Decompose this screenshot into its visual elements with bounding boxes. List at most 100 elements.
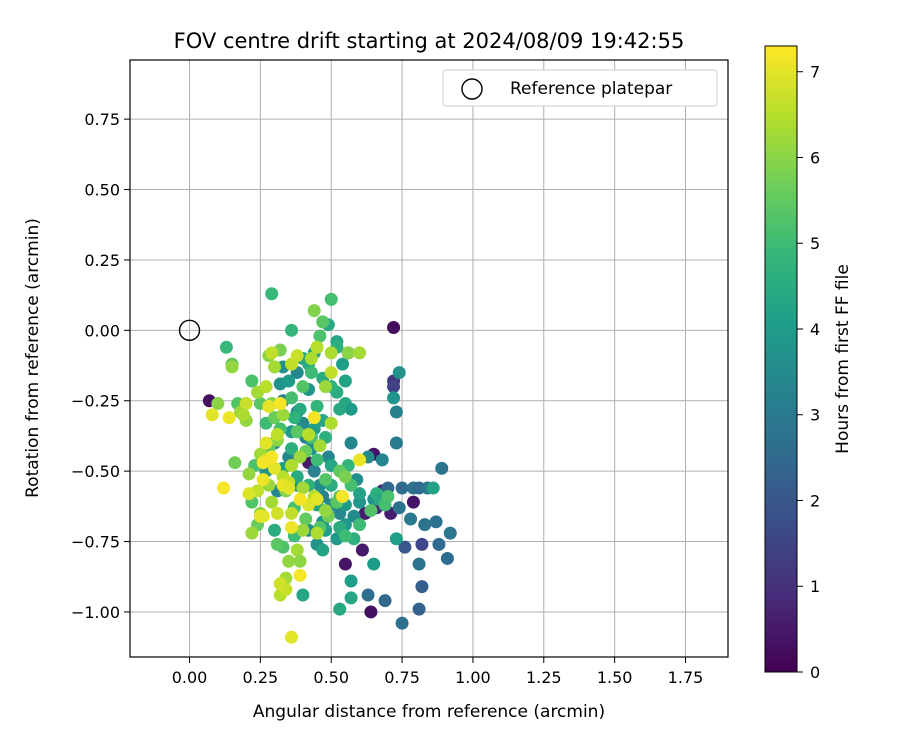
- legend-entry-label: Reference platepar: [510, 79, 672, 99]
- scatter-point: [296, 380, 310, 394]
- scatter-point: [273, 397, 287, 411]
- scatter-point: [256, 473, 270, 487]
- x-tick-label: 1.50: [597, 668, 633, 687]
- scatter-point: [307, 411, 321, 425]
- scatter-point: [299, 512, 313, 526]
- scatter-point: [268, 360, 282, 374]
- scatter-point: [316, 315, 330, 329]
- scatter-point: [236, 408, 250, 422]
- x-tick-label: 1.25: [526, 668, 562, 687]
- scatter-point: [290, 425, 304, 439]
- scatter-point: [290, 349, 304, 363]
- x-tick-label: 0.75: [384, 668, 420, 687]
- scatter-point: [293, 450, 307, 464]
- scatter-point: [285, 391, 299, 405]
- plot-area: [130, 60, 728, 657]
- scatter-point: [392, 366, 406, 380]
- scatter-point: [319, 504, 333, 518]
- scatter-point: [296, 481, 310, 495]
- scatter-point: [285, 323, 299, 337]
- scatter-point: [344, 591, 358, 605]
- scatter-point: [310, 340, 324, 354]
- scatter-point: [367, 557, 381, 571]
- scatter-point: [259, 436, 273, 450]
- scatter-point: [324, 346, 338, 360]
- y-axis-label: Rotation from reference (arcmin): [23, 218, 43, 498]
- scatter-point: [285, 442, 299, 456]
- scatter-point: [310, 399, 324, 413]
- scatter-point: [270, 428, 284, 442]
- scatter-point: [285, 520, 299, 534]
- scatter-point: [353, 487, 367, 501]
- y-tick-label: −1.00: [71, 603, 120, 622]
- scatter-point: [316, 543, 330, 557]
- scatter-point: [353, 346, 367, 360]
- scatter-point: [242, 487, 256, 501]
- scatter-point: [287, 411, 301, 425]
- scatter-point: [344, 402, 358, 416]
- scatter-point: [361, 588, 375, 602]
- scatter-point: [355, 543, 369, 557]
- scatter-point: [302, 428, 316, 442]
- scatter-point: [344, 574, 358, 588]
- scatter-point: [285, 630, 299, 644]
- x-tick-label: 0.25: [243, 668, 279, 687]
- y-tick-label: 0.25: [84, 251, 120, 270]
- scatter-point: [265, 346, 279, 360]
- scatter-point: [429, 515, 443, 529]
- scatter-point: [222, 411, 236, 425]
- colorbar-tick-label: 7: [810, 63, 820, 82]
- scatter-point: [324, 366, 338, 380]
- scatter-point: [262, 399, 276, 413]
- scatter-point: [435, 461, 449, 475]
- colorbar-label: Hours from first FF file: [833, 264, 853, 454]
- scatter-point: [395, 481, 409, 495]
- scatter-point: [304, 366, 318, 380]
- scatter-point: [217, 481, 231, 495]
- scatter-point: [265, 495, 279, 509]
- scatter-point: [387, 380, 401, 394]
- scatter-point: [310, 526, 324, 540]
- scatter-point: [333, 402, 347, 416]
- y-tick-label: −0.50: [71, 462, 120, 481]
- scatter-point: [389, 436, 403, 450]
- scatter-point: [285, 459, 299, 473]
- colorbar-tick-label: 4: [810, 320, 820, 339]
- scatter-point: [268, 461, 282, 475]
- scatter-point: [293, 492, 307, 506]
- scatter-point: [406, 495, 420, 509]
- scatter-point: [432, 537, 446, 551]
- scatter-point: [341, 346, 355, 360]
- scatter-point: [319, 380, 333, 394]
- legend-reference-marker-icon: [461, 78, 483, 100]
- scatter-point: [307, 464, 321, 478]
- scatter-point: [443, 526, 457, 540]
- scatter-point: [228, 456, 242, 470]
- scatter-point: [338, 529, 352, 543]
- scatter-point: [313, 439, 327, 453]
- scatter-point: [415, 537, 429, 551]
- scatter-point: [245, 526, 259, 540]
- scatter-point: [324, 416, 338, 430]
- scatter-point: [333, 602, 347, 616]
- scatter-point: [378, 594, 392, 608]
- grid-lines: [130, 60, 728, 657]
- scatter-point: [418, 518, 432, 532]
- legend[interactable]: Reference platepar: [442, 69, 718, 107]
- scatter-point: [415, 580, 429, 594]
- y-tick-label: −0.25: [71, 392, 120, 411]
- scatter-point: [273, 577, 287, 591]
- y-tick-label: −0.75: [71, 533, 120, 552]
- scatter-point: [293, 568, 307, 582]
- scatter-point: [353, 518, 367, 532]
- x-tick-label: 0.00: [172, 668, 208, 687]
- x-tick-label: 1.75: [668, 668, 704, 687]
- scatter-point: [338, 470, 352, 484]
- scatter-point: [412, 602, 426, 616]
- scatter-point: [282, 374, 296, 388]
- scatter-point: [375, 453, 389, 467]
- scatter-point: [412, 557, 426, 571]
- scatter-point: [211, 397, 225, 411]
- scatter-point: [219, 340, 233, 354]
- scatter-point: [387, 321, 401, 335]
